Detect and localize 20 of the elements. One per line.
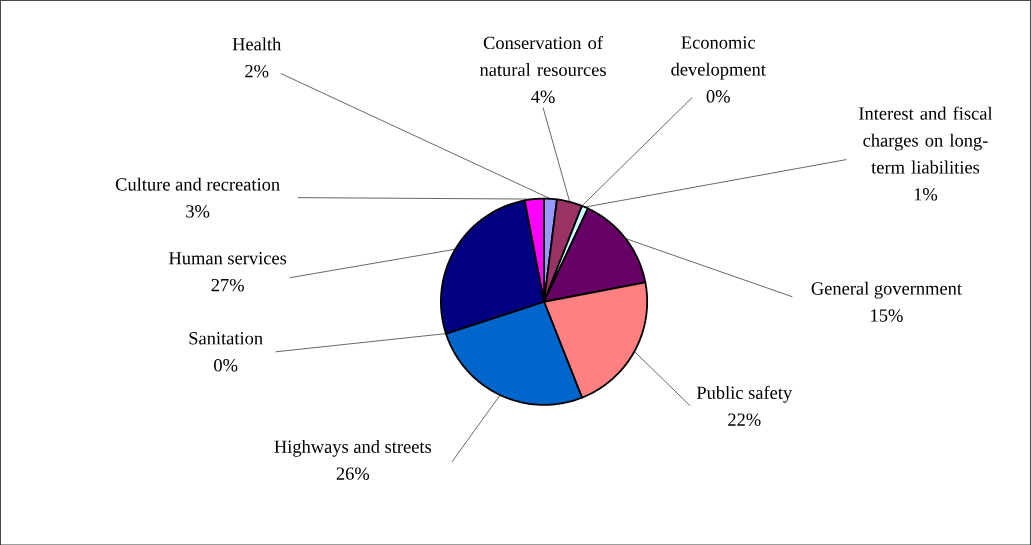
- slice-label: Health: [232, 37, 282, 51]
- slice-label: Highways and streets: [274, 439, 432, 457]
- data-label: 1%: [914, 187, 938, 201]
- data-label: 2%: [245, 64, 269, 78]
- slice-label: General government: [811, 281, 962, 299]
- category-label: Economic development: [671, 36, 766, 80]
- data-label: 26%: [336, 467, 370, 480]
- slice-label: Interest and fiscal charges on long-term liabilities: [859, 106, 993, 174]
- slice-label: Public safety: [696, 385, 793, 403]
- category-label: Sanitation: [189, 331, 263, 345]
- data-label: 27%: [211, 278, 244, 292]
- data-label: 3%: [186, 204, 210, 218]
- slice-label: Conservation of natural resources: [479, 35, 606, 76]
- slice-label: Human services: [169, 251, 287, 265]
- text: 0%: [214, 358, 238, 372]
- data-label: 22%: [728, 413, 761, 426]
- data-label: 4%: [531, 90, 555, 103]
- slice-label: Culture and recreation: [115, 177, 280, 191]
- data-label: 15%: [871, 309, 903, 322]
- text: 0%: [706, 89, 730, 103]
